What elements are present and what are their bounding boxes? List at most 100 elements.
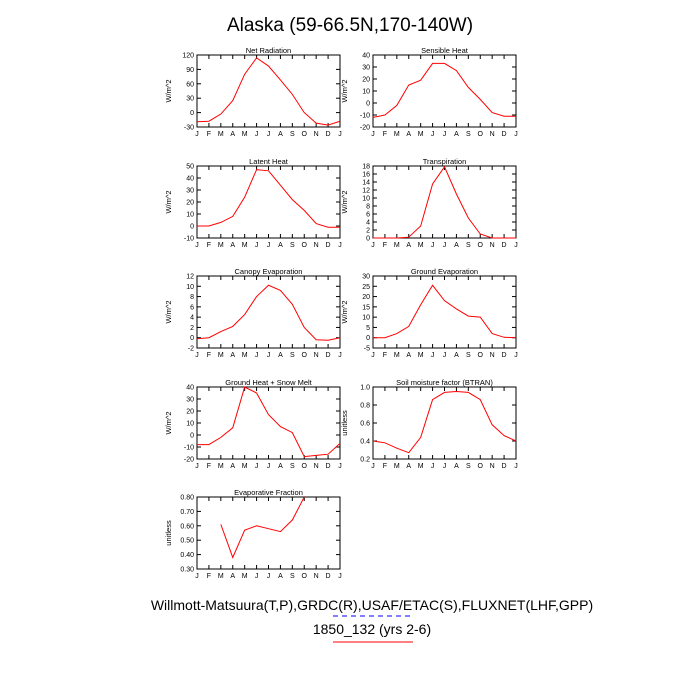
x-tick-label: O (302, 352, 308, 359)
x-tick-label: J (255, 352, 259, 359)
y-tick-label: 16 (362, 172, 370, 179)
y-tick-label: 30 (362, 274, 370, 281)
panel-title: Ground Heat + Snow Melt (225, 378, 312, 387)
x-tick-label: S (466, 463, 471, 470)
y-tick-label: 0 (190, 335, 194, 342)
x-tick-label: J (267, 573, 271, 580)
x-tick-label: A (406, 463, 411, 470)
y-tick-label: 4 (366, 220, 370, 227)
series-line (373, 165, 516, 239)
y-tick-label: 30 (186, 96, 194, 103)
y-tick-label: 0.50 (180, 538, 194, 545)
x-tick-label: M (218, 573, 224, 580)
y-tick-label: 0.6 (360, 421, 370, 428)
y-tick-label: -10 (184, 236, 194, 243)
x-tick-label: J (443, 352, 447, 359)
y-tick-label: 30 (186, 397, 194, 404)
x-tick-label: J (195, 463, 199, 470)
plot-frame (372, 54, 517, 128)
x-tick-label: M (242, 573, 248, 580)
x-tick-label: A (454, 352, 459, 359)
panel-title: Sensible Heat (421, 46, 469, 55)
y-tick-label: 6 (366, 212, 370, 219)
y-axis-label: W/m^2 (164, 190, 173, 213)
y-tick-label: 2 (366, 228, 370, 235)
x-tick-label: M (218, 131, 224, 138)
x-tick-label: F (207, 352, 211, 359)
panel-title: Soil moisture factor (BTRAN) (396, 378, 493, 387)
x-tick-label: F (383, 352, 387, 359)
panel-title: Canopy Evaporation (235, 267, 303, 276)
x-tick-label: N (314, 242, 319, 249)
series-line (196, 57, 341, 126)
figure-title: Alaska (59-66.5N,170-140W) (227, 15, 473, 36)
y-tick-label: 0 (190, 433, 194, 440)
x-tick-label: N (490, 463, 495, 470)
x-tick-label: S (466, 352, 471, 359)
x-tick-label: M (394, 463, 400, 470)
y-tick-label: 1.0 (360, 385, 370, 392)
x-tick-label: J (371, 131, 375, 138)
x-tick-label: S (290, 131, 295, 138)
x-tick-label: J (267, 463, 271, 470)
x-tick-label: O (302, 242, 308, 249)
y-tick-label: 120 (182, 53, 194, 60)
x-tick-label: J (514, 352, 518, 359)
y-tick-label: 14 (362, 180, 370, 187)
y-axis-label: W/m^2 (340, 79, 349, 102)
y-tick-label: 10 (186, 212, 194, 219)
y-tick-label: 0 (366, 236, 370, 243)
x-tick-label: J (195, 573, 199, 580)
x-tick-label: J (255, 131, 259, 138)
x-tick-label: A (278, 352, 283, 359)
y-tick-label: 10 (186, 421, 194, 428)
y-tick-label: 0.8 (360, 403, 370, 410)
x-tick-label: O (478, 352, 484, 359)
x-tick-label: M (242, 131, 248, 138)
y-tick-label: 10 (362, 89, 370, 96)
x-tick-label: J (255, 573, 259, 580)
y-tick-label: 8 (190, 294, 194, 301)
x-tick-label: J (338, 352, 342, 359)
x-tick-label: F (383, 242, 387, 249)
y-tick-label: -30 (184, 125, 194, 132)
y-tick-label: -20 (360, 125, 370, 132)
y-axis-label: W/m^2 (164, 411, 173, 434)
x-tick-label: F (383, 463, 387, 470)
x-tick-label: N (490, 131, 495, 138)
plot-frame (196, 496, 341, 570)
y-tick-label: 10 (362, 196, 370, 203)
plot-frame (372, 386, 517, 460)
x-tick-label: M (394, 242, 400, 249)
x-tick-label: J (371, 242, 375, 249)
x-tick-label: S (466, 131, 471, 138)
y-axis-label: unitless (340, 410, 349, 436)
series-line (196, 284, 341, 341)
series-line (197, 169, 340, 228)
y-tick-label: 0.80 (180, 495, 194, 502)
x-tick-label: J (255, 242, 259, 249)
x-tick-label: J (514, 242, 518, 249)
x-tick-label: J (431, 463, 435, 470)
y-tick-label: 0.40 (180, 552, 194, 559)
x-tick-label: O (478, 463, 484, 470)
y-tick-label: -5 (364, 346, 370, 353)
y-tick-label: 0 (366, 335, 370, 342)
x-tick-label: A (230, 131, 235, 138)
x-tick-label: O (302, 463, 308, 470)
x-tick-label: J (338, 463, 342, 470)
x-tick-label: J (338, 573, 342, 580)
plot-frame (196, 386, 341, 460)
x-tick-label: N (314, 463, 319, 470)
panel-title: Latent Heat (249, 157, 289, 166)
x-tick-label: J (371, 463, 375, 470)
x-tick-label: J (195, 352, 199, 359)
x-tick-label: A (454, 131, 459, 138)
